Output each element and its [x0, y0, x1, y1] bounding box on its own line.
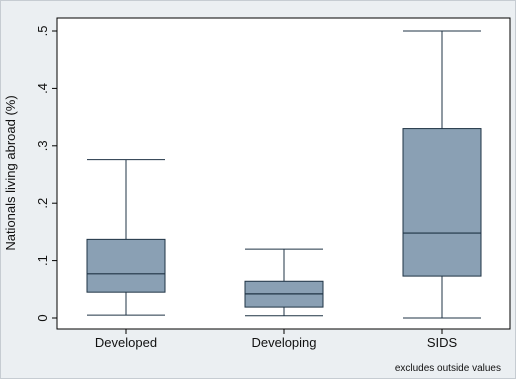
note-text: excludes outside values	[395, 363, 501, 374]
y-axis: 0 .1 .2 .3 .4 .5	[35, 26, 57, 322]
boxes	[86, 30, 482, 319]
y-tick-label: .4	[35, 83, 50, 94]
box-sids	[402, 128, 482, 277]
y-tick-label: 0	[35, 314, 50, 321]
x-axis: Developed Developing SIDS	[95, 329, 458, 350]
y-tick-label: .3	[35, 140, 50, 151]
x-tick-label-sids: SIDS	[427, 335, 458, 350]
y-axis-title: Nationals living abroad (%)	[3, 95, 18, 250]
x-tick-label-developing: Developing	[251, 335, 316, 350]
y-tick-label: .2	[35, 198, 50, 209]
x-tick-label-developed: Developed	[95, 335, 157, 350]
y-tick-label: .5	[35, 26, 50, 37]
box-developed	[86, 238, 166, 293]
y-tick-label: .1	[35, 255, 50, 266]
